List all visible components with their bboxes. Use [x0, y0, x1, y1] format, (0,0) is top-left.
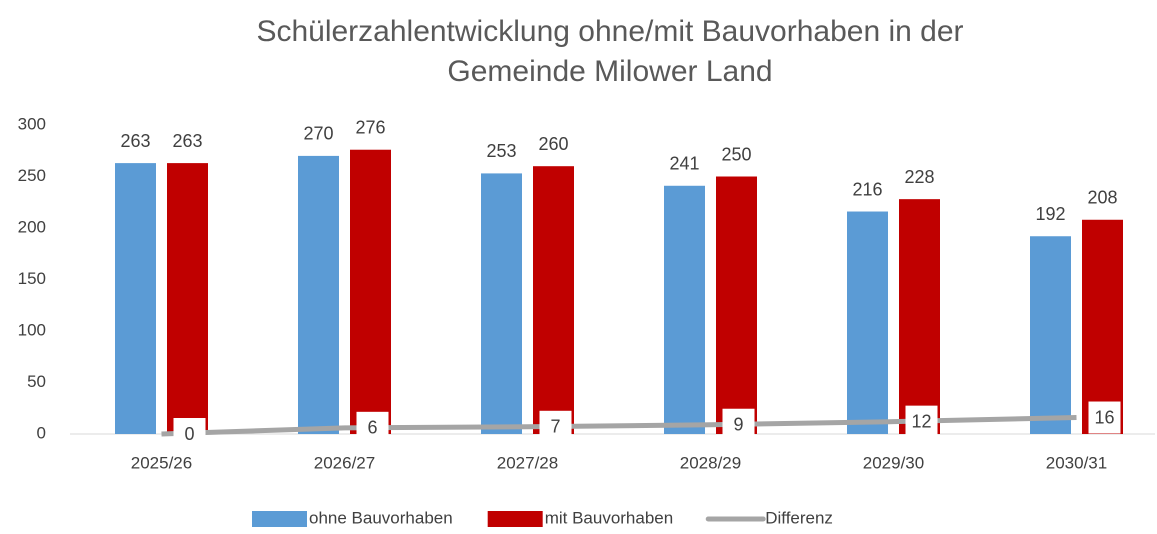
y-tick-label: 300 [18, 114, 46, 133]
y-tick-label: 150 [18, 269, 46, 288]
y-tick-label: 50 [27, 372, 46, 391]
legend-swatch [487, 511, 543, 527]
x-tick-label: 2026/27 [314, 453, 375, 472]
data-label: 241 [669, 154, 699, 174]
data-label: 12 [911, 411, 931, 431]
chart-title: Schülerzahlentwicklung ohne/mit Bauvorha… [256, 15, 963, 48]
legend-label: ohne Bauvorhaben [309, 508, 453, 527]
legend-label: Differenz [765, 508, 833, 527]
data-label: 253 [486, 141, 516, 161]
legend-label: mit Bauvorhaben [545, 508, 674, 527]
bar [167, 163, 208, 435]
bar [1030, 236, 1071, 434]
bar [533, 166, 574, 434]
data-label: 208 [1087, 188, 1117, 208]
x-tick-label: 2030/31 [1046, 453, 1107, 472]
data-label-box [173, 418, 206, 450]
data-label-box [722, 408, 755, 441]
bar [1082, 219, 1123, 434]
data-label: 216 [852, 179, 882, 199]
data-label-box [905, 405, 938, 438]
bar [664, 185, 705, 434]
y-tick-label: 100 [18, 320, 46, 339]
data-label: 263 [172, 131, 202, 151]
chart-title: Gemeinde Milower Land [447, 55, 772, 88]
legend-swatch [252, 511, 307, 527]
data-label: 250 [721, 144, 751, 164]
x-tick-label: 2027/28 [497, 453, 558, 472]
data-label: 7 [550, 417, 560, 437]
data-label: 16 [1094, 407, 1114, 427]
x-tick-label: 2028/29 [680, 453, 741, 472]
bar [899, 199, 940, 434]
data-label: 263 [120, 131, 150, 151]
data-label: 260 [538, 134, 568, 154]
data-label: 276 [355, 117, 385, 137]
data-label-box [1088, 401, 1121, 434]
bar [350, 149, 391, 434]
data-label: 192 [1035, 204, 1065, 224]
y-tick-label: 250 [18, 166, 46, 185]
data-label: 6 [367, 418, 377, 438]
data-label: 270 [303, 124, 333, 144]
data-label-box [356, 411, 389, 444]
bar [115, 163, 156, 435]
x-tick-label: 2029/30 [863, 453, 924, 472]
data-label: 9 [733, 414, 743, 434]
bar [298, 155, 339, 434]
x-tick-label: 2025/26 [131, 453, 192, 472]
y-tick-label: 200 [18, 217, 46, 236]
data-label: 0 [184, 424, 194, 444]
bar [716, 176, 757, 434]
data-label-box [539, 410, 572, 443]
bar [481, 173, 522, 434]
y-tick-label: 0 [37, 423, 46, 442]
bar [847, 211, 888, 434]
data-label: 228 [904, 167, 934, 187]
